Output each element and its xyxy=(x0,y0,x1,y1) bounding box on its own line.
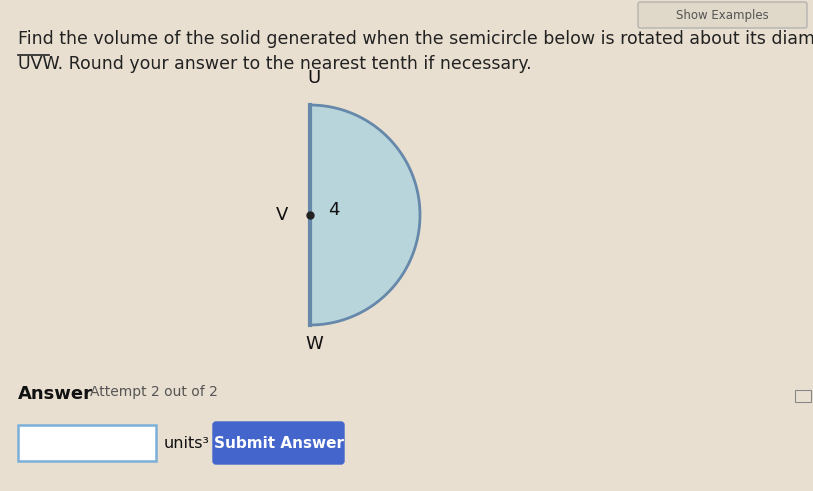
Text: units³: units³ xyxy=(164,436,210,451)
Text: Find the volume of the solid generated when the semicircle below is rotated abou: Find the volume of the solid generated w… xyxy=(18,30,813,48)
Text: V: V xyxy=(276,206,288,224)
Text: Attempt 2 out of 2: Attempt 2 out of 2 xyxy=(90,385,218,399)
FancyBboxPatch shape xyxy=(638,2,807,28)
FancyBboxPatch shape xyxy=(213,422,344,464)
Polygon shape xyxy=(310,105,420,325)
Text: U: U xyxy=(307,69,320,87)
Text: Submit Answer: Submit Answer xyxy=(214,436,344,451)
Text: UVW. Round your answer to the nearest tenth if necessary.: UVW. Round your answer to the nearest te… xyxy=(18,55,532,73)
FancyBboxPatch shape xyxy=(18,425,156,461)
Text: 4: 4 xyxy=(328,201,340,219)
Text: Answer: Answer xyxy=(18,385,93,403)
Text: Show Examples: Show Examples xyxy=(676,8,769,22)
Text: W: W xyxy=(305,335,323,353)
